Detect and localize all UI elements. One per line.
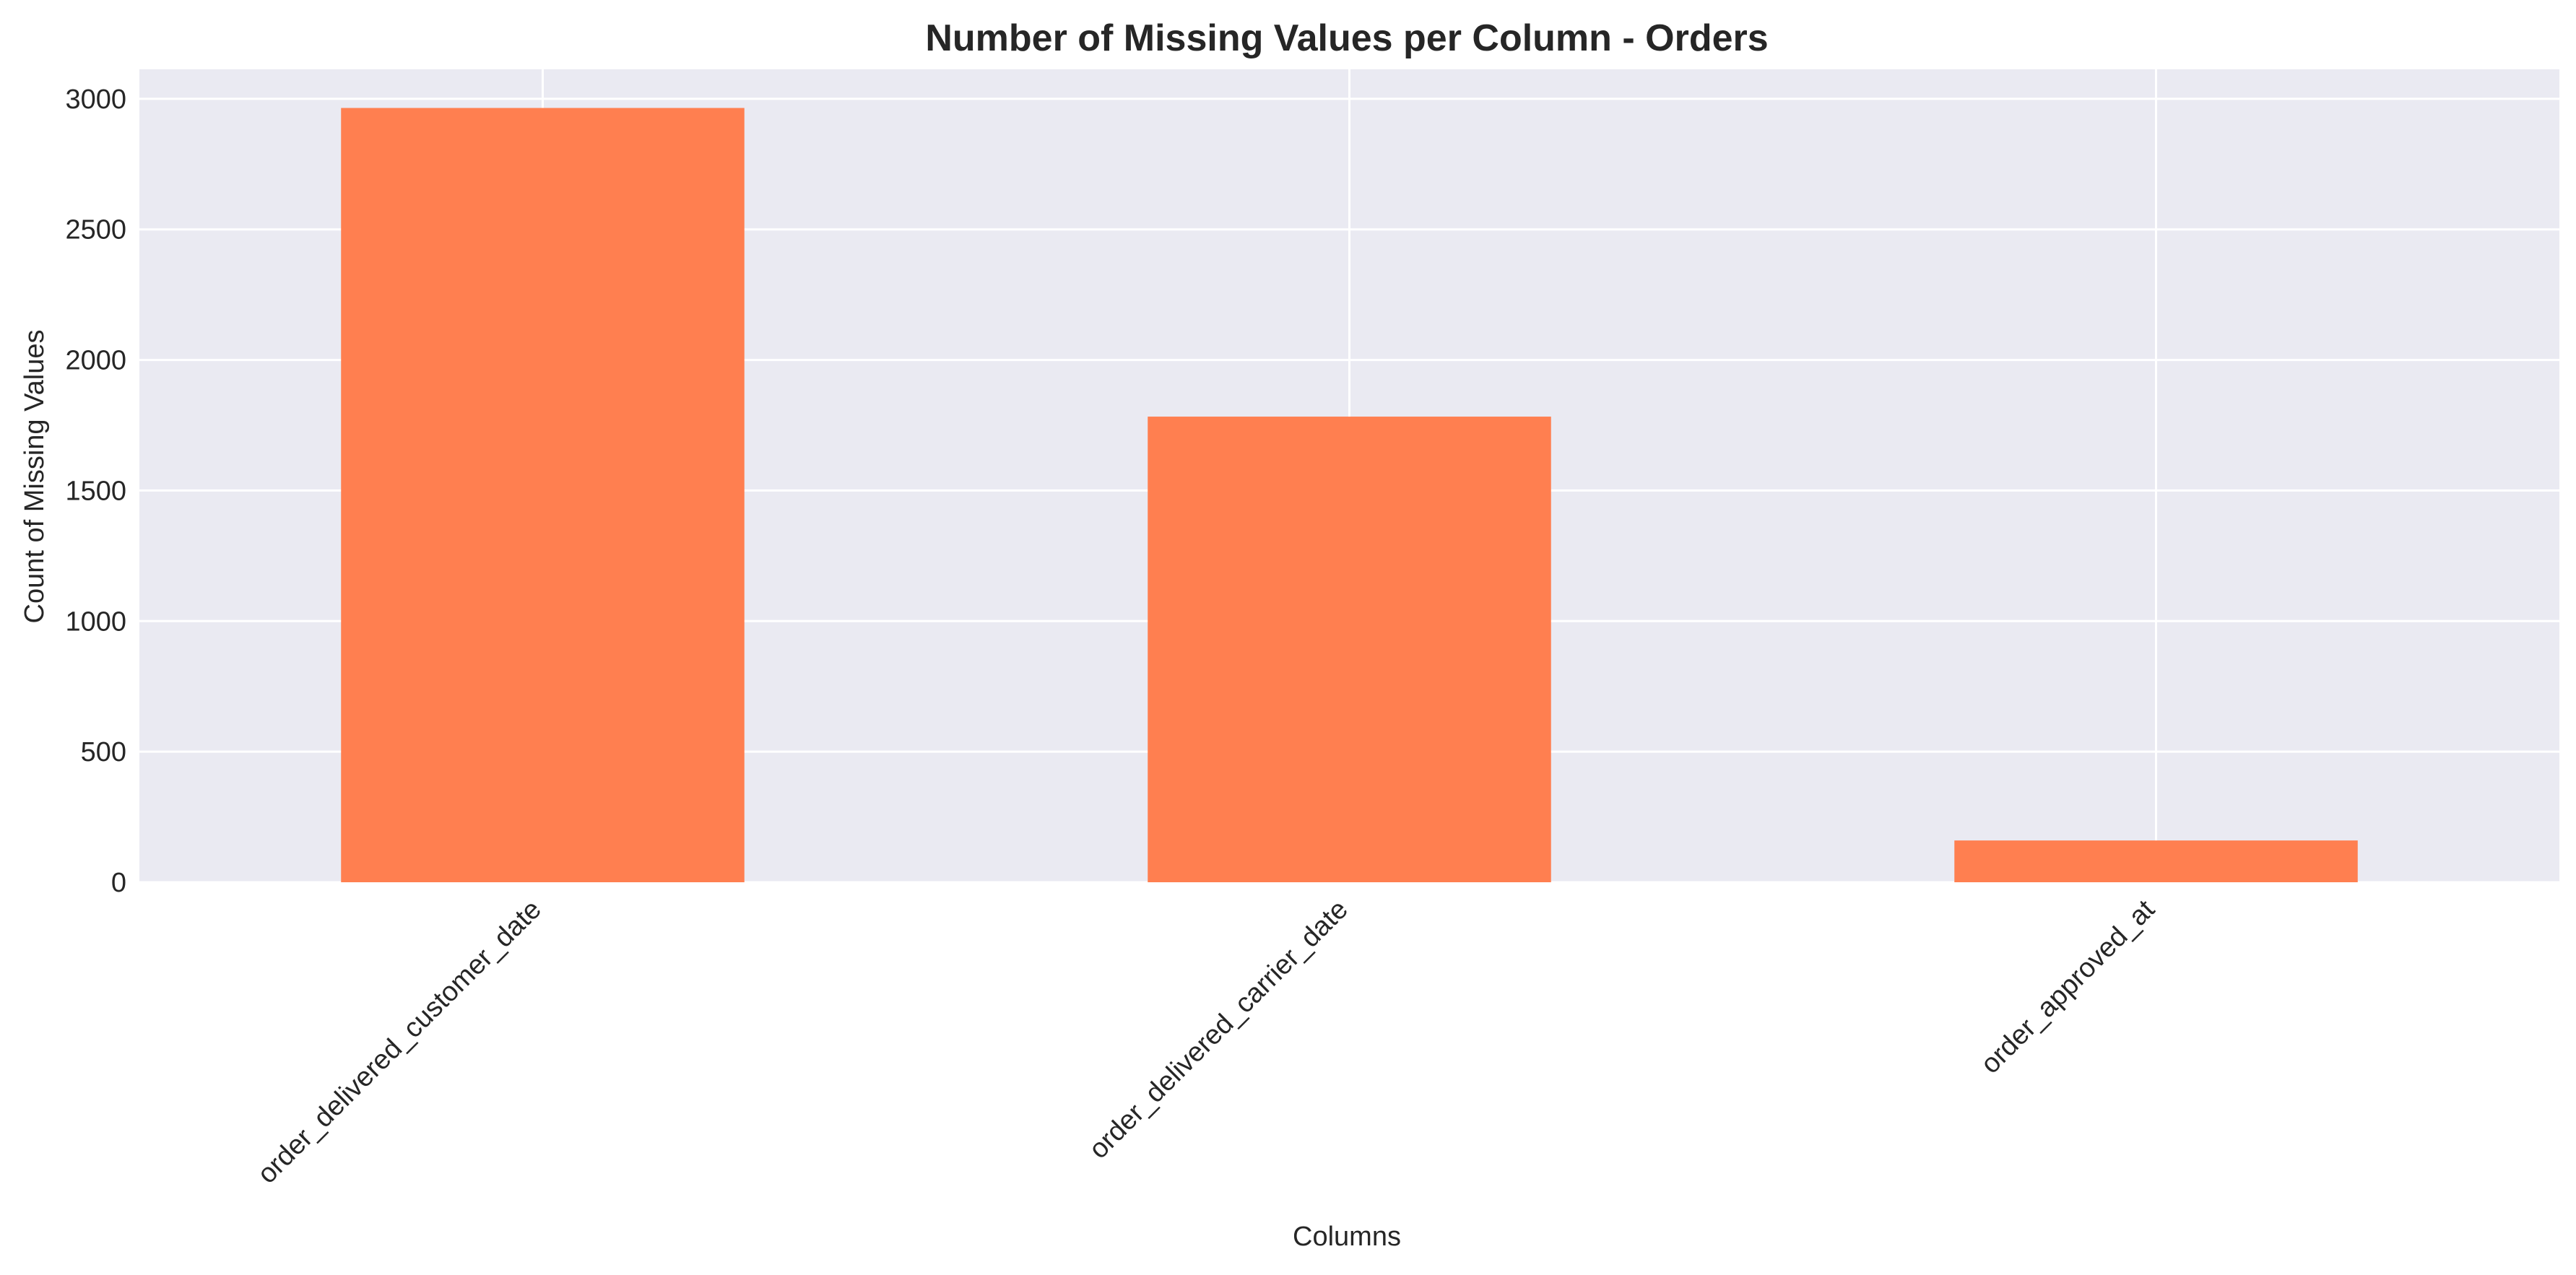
y-tick-label: 1500 (65, 476, 126, 506)
x-axis-label: Columns (1293, 1222, 1401, 1252)
chart-title: Number of Missing Values per Column - Or… (925, 17, 1768, 59)
x-tick-label: order_delivered_customer_date (252, 895, 547, 1190)
y-tick-label: 2000 (65, 346, 126, 376)
x-tick-label: order_approved_at (1975, 894, 2161, 1079)
y-tick-label: 500 (81, 737, 126, 767)
bar-order_approved_at (1954, 840, 2358, 882)
bar-order_delivered_carrier_date (1148, 417, 1551, 882)
x-tick-label: order_delivered_carrier_date (1083, 895, 1354, 1165)
y-tick-labels: 0 500 1000 1500 2000 2500 3000 (65, 84, 126, 898)
y-tick-label: 1000 (65, 606, 126, 637)
y-tick-label: 2500 (65, 215, 126, 245)
bar-order_delivered_customer_date (341, 108, 745, 882)
bars (341, 108, 2358, 882)
x-tick-labels: order_delivered_customer_date order_deliv… (252, 894, 2161, 1189)
y-tick-label: 3000 (65, 84, 126, 115)
y-tick-label: 0 (111, 868, 126, 898)
y-axis-label: Count of Missing Values (19, 330, 50, 624)
